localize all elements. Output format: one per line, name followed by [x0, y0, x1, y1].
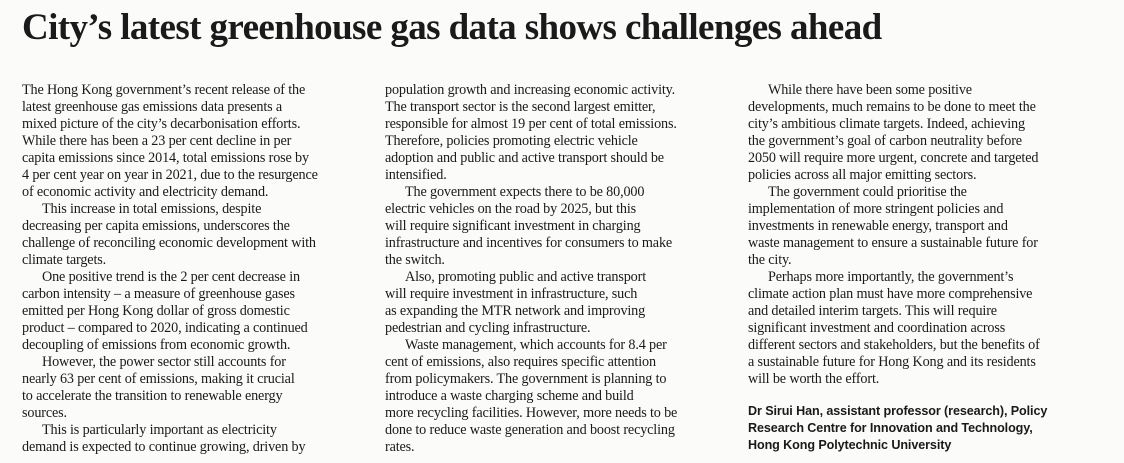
byline-line: Dr Sirui Han, assistant professor (resea… — [748, 404, 1048, 418]
text-line: rates. — [385, 439, 415, 455]
text-line: While there has been a 23 per cent decli… — [22, 133, 292, 149]
text-line: implementation of more stringent policie… — [748, 201, 1004, 217]
text-line: The government expects there to be 80,00… — [405, 184, 645, 200]
text-line: mixed picture of the city’s decarbonisat… — [22, 116, 301, 132]
text-line: latest greenhouse gas emissions data pre… — [22, 99, 283, 115]
text-line: While there have been some positive — [768, 82, 972, 98]
text-line: Waste management, which accounts for 8.4… — [405, 337, 667, 353]
paragraph: The Hong Kong government’s recent releas… — [22, 82, 362, 201]
text-line: climate targets. — [22, 252, 107, 268]
text-line: different sectors and stakeholders, but … — [748, 337, 1040, 353]
column: While there have been some positive devel… — [748, 82, 1088, 454]
column: The Hong Kong government’s recent releas… — [22, 82, 362, 456]
paragraph: population growth and increasing economi… — [385, 82, 725, 184]
text-line: more recycling facilities. However, more… — [385, 405, 678, 421]
text-line: The transport sector is the second large… — [385, 99, 656, 115]
text-line: introduce a waste charging scheme and bu… — [385, 388, 634, 404]
text-line: pedestrian and cycling infrastructure. — [385, 320, 591, 336]
column: population growth and increasing economi… — [385, 82, 725, 456]
text-line: decreasing per capita emissions, undersc… — [22, 218, 290, 234]
text-line: adoption and public and active transport… — [385, 150, 664, 166]
paragraph: This is particularly important as electr… — [22, 422, 362, 456]
text-line: to accelerate the transition to renewabl… — [22, 388, 283, 404]
text-line: cent of emissions, also requires specifi… — [385, 354, 656, 370]
text-line: climate action plan must have more compr… — [748, 286, 1033, 302]
text-line: policies across all major emitting secto… — [748, 167, 977, 183]
paragraph: Waste management, which accounts for 8.4… — [385, 337, 725, 456]
text-line: sources. — [22, 405, 67, 421]
text-line: The government could prioritise the — [768, 184, 967, 200]
paragraph: Perhaps more importantly, the government… — [748, 269, 1088, 388]
text-line: carbon intensity – a measure of greenhou… — [22, 286, 295, 302]
text-line: city’s ambitious climate targets. Indeed… — [748, 116, 1025, 132]
text-line: will require investment in infrastructur… — [385, 286, 638, 302]
text-line: nearly 63 per cent of emissions, making … — [22, 371, 295, 387]
text-line: the government’s goal of carbon neutrali… — [748, 133, 1022, 149]
text-line: significant investment and coordination … — [748, 320, 1006, 336]
text-line: intensified. — [385, 167, 447, 183]
paragraph: The government expects there to be 80,00… — [385, 184, 725, 269]
text-line: the switch. — [385, 252, 445, 268]
text-line: Perhaps more importantly, the government… — [768, 269, 1014, 285]
paragraph: The government could prioritise the imple… — [748, 184, 1088, 269]
text-line: developments, much remains to be done to… — [748, 99, 1036, 115]
text-line: demand is expected to continue growing, … — [22, 439, 306, 455]
text-line: capita emissions since 2014, total emiss… — [22, 150, 309, 166]
text-line: the city. — [748, 252, 792, 268]
text-line: This is particularly important as electr… — [42, 422, 277, 438]
text-line: and detailed interim targets. This will … — [748, 303, 997, 319]
text-line: will be worth the effort. — [748, 371, 880, 387]
text-line: from policymakers. The government is pla… — [385, 371, 667, 387]
headline: City’s latest greenhouse gas data shows … — [22, 7, 882, 48]
text-line: investments in renewable energy, transpo… — [748, 218, 1008, 234]
text-line: The Hong Kong government’s recent releas… — [22, 82, 306, 98]
paragraph: While there have been some positive devel… — [748, 82, 1088, 184]
byline-line: Hong Kong Polytechnic University — [748, 438, 952, 452]
paragraph: One positive trend is the 2 per cent dec… — [22, 269, 362, 354]
text-line: Also, promoting public and active transp… — [405, 269, 646, 285]
text-line: One positive trend is the 2 per cent dec… — [42, 269, 300, 285]
text-line: as expanding the MTR network and improvi… — [385, 303, 646, 319]
byline-line: Research Centre for Innovation and Techn… — [748, 421, 1033, 435]
text-line: responsible for almost 19 per cent of to… — [385, 116, 677, 132]
text-line: electric vehicles on the road by 2025, b… — [385, 201, 637, 217]
text-line: 4 per cent year on year in 2021, due to … — [22, 167, 318, 183]
paragraph: This increase in total emissions, despit… — [22, 201, 362, 269]
byline: Dr Sirui Han, assistant professor (resea… — [748, 403, 1088, 454]
text-line: challenge of reconciling economic develo… — [22, 235, 316, 251]
text-line: Therefore, policies promoting electric v… — [385, 133, 638, 149]
text-line: product – compared to 2020, indicating a… — [22, 320, 308, 336]
text-line: will require significant investment in c… — [385, 218, 641, 234]
text-line: However, the power sector still accounts… — [42, 354, 286, 370]
text-line: of economic activity and electricity dem… — [22, 184, 269, 200]
paragraph: However, the power sector still accounts… — [22, 354, 362, 422]
text-line: infrastructure and incentives for consum… — [385, 235, 673, 251]
text-line: waste management to ensure a sustainable… — [748, 235, 1038, 251]
text-line: done to reduce waste generation and boos… — [385, 422, 675, 438]
text-line: emitted per Hong Kong dollar of gross do… — [22, 303, 290, 319]
text-line: 2050 will require more urgent, concrete … — [748, 150, 1039, 166]
paragraph: Also, promoting public and active transp… — [385, 269, 725, 337]
text-line: This increase in total emissions, despit… — [42, 201, 262, 217]
text-line: decoupling of emissions from economic gr… — [22, 337, 291, 353]
text-line: a sustainable future for Hong Kong and i… — [748, 354, 1036, 370]
text-line: population growth and increasing economi… — [385, 82, 676, 98]
